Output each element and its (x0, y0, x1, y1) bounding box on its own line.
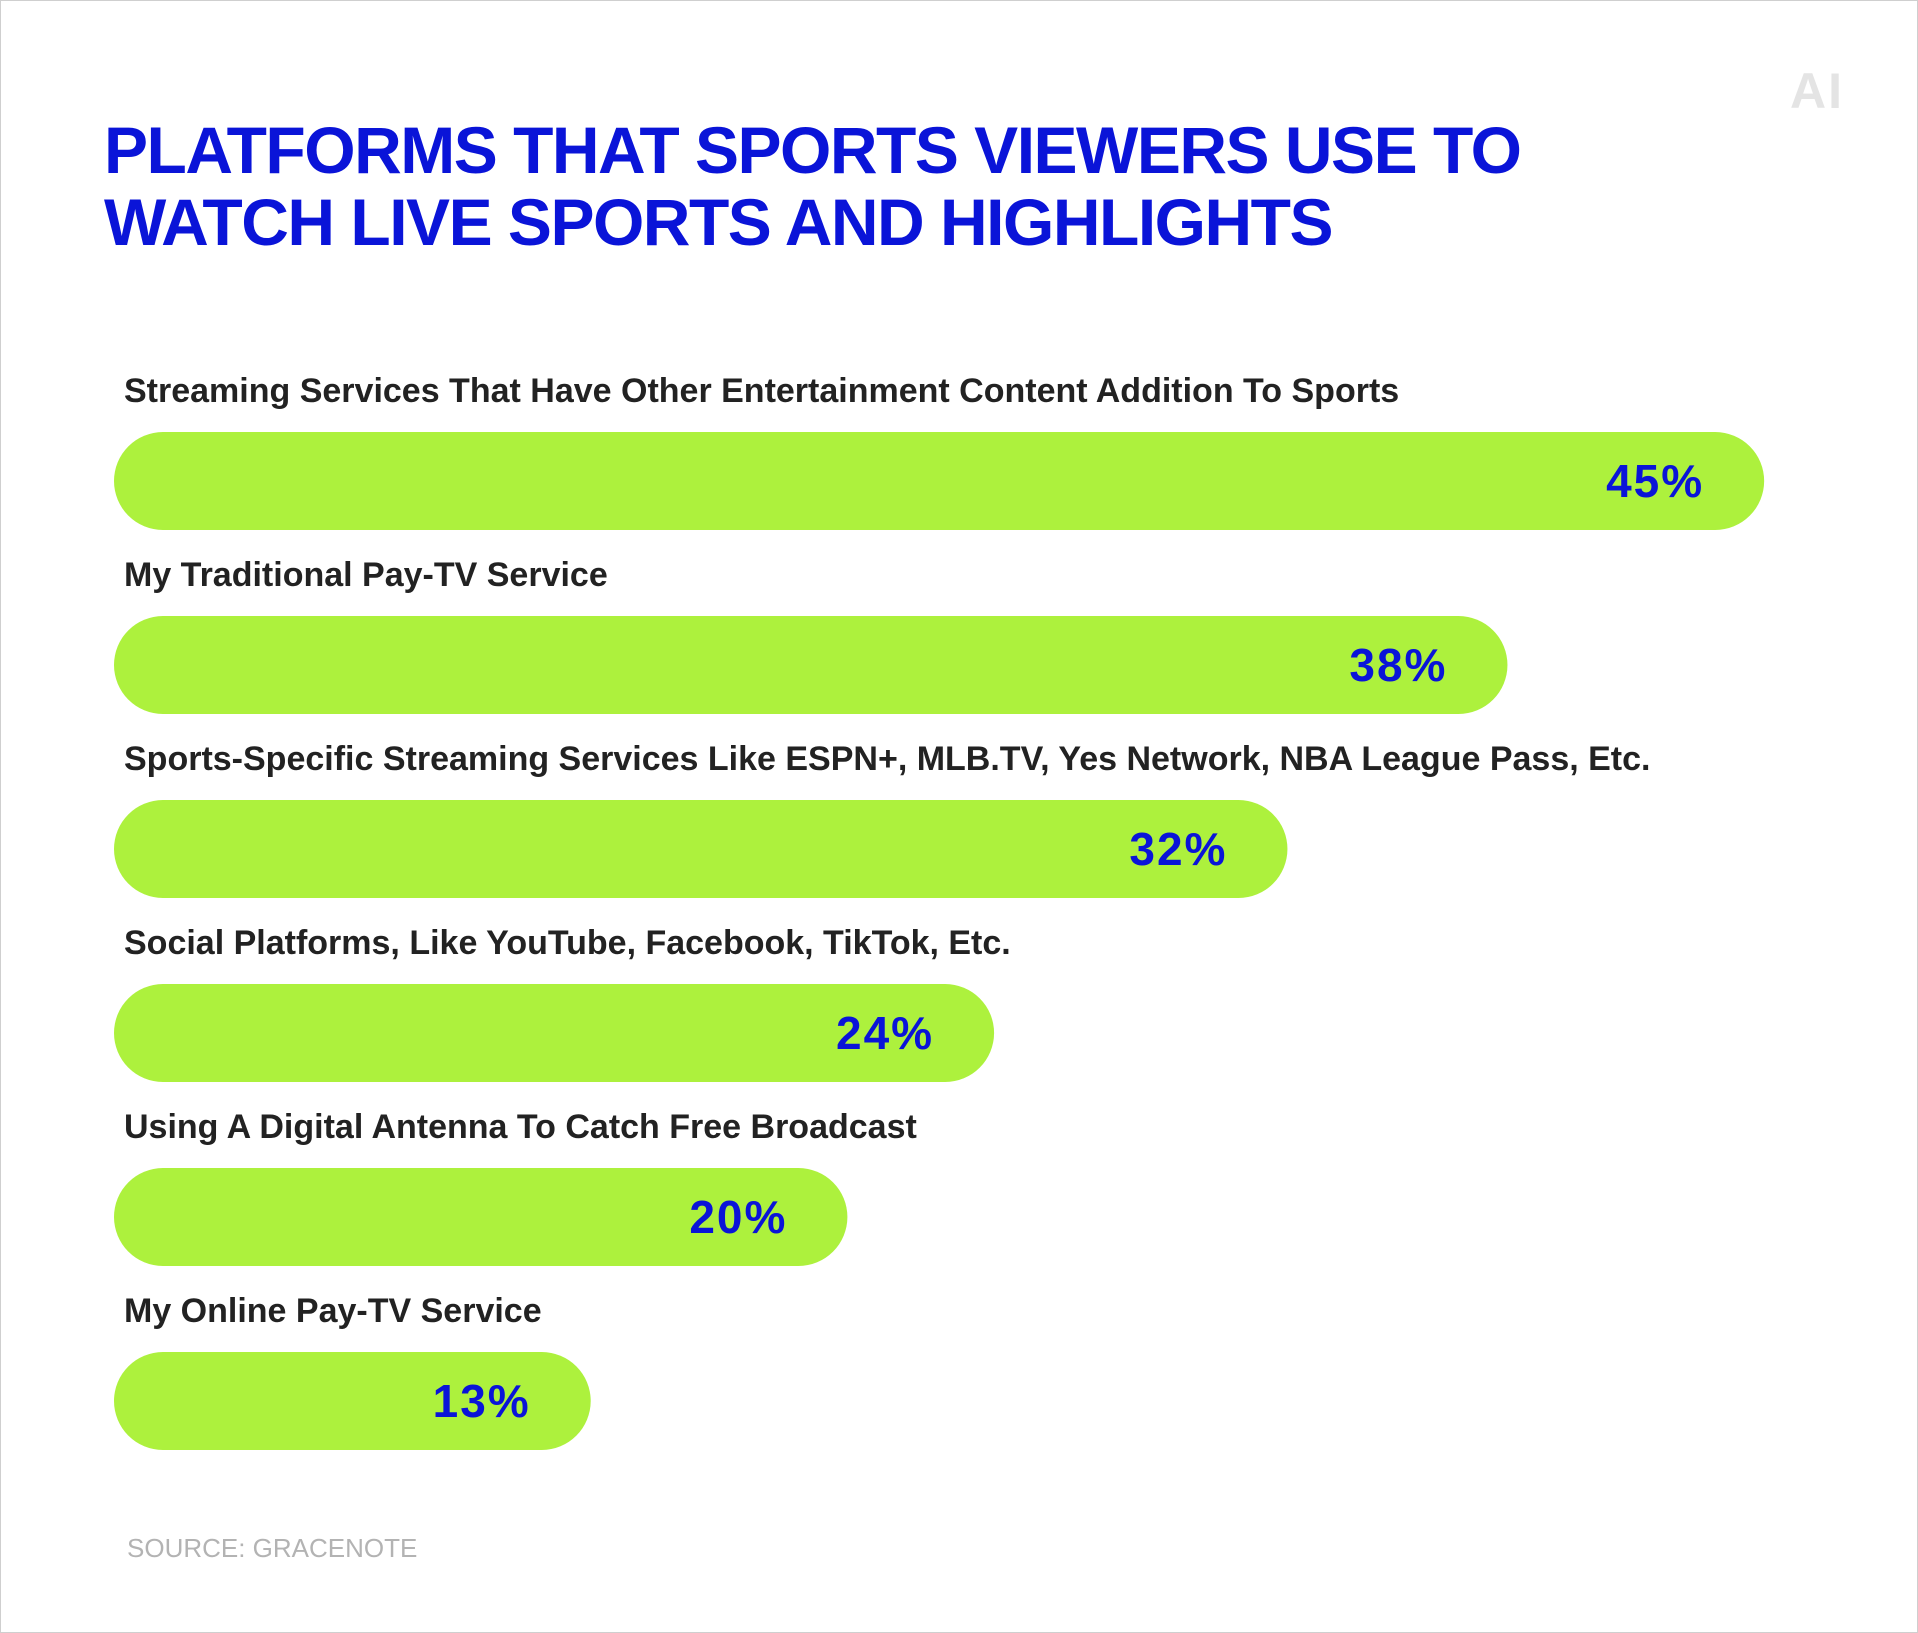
category-label: Streaming Services That Have Other Enter… (124, 372, 1399, 410)
bar (114, 984, 995, 1082)
category-label: Using A Digital Antenna To Catch Free Br… (124, 1108, 917, 1146)
chart-title-line-1: PLATFORMS THAT SPORTS VIEWERS USE TO (104, 113, 1522, 187)
bar (114, 432, 1765, 530)
data-label: 13% (433, 1375, 531, 1427)
category-label: My Traditional Pay-TV Service (124, 556, 608, 594)
data-label: 38% (1349, 639, 1447, 691)
bar (114, 1352, 591, 1450)
bar (114, 616, 1508, 714)
chart-title: PLATFORMS THAT SPORTS VIEWERS USE TO WAT… (104, 114, 1704, 258)
chart-title-line-2: WATCH LIVE SPORTS AND HIGHLIGHTS (104, 185, 1334, 259)
category-label: Sports-Specific Streaming Services Like … (124, 740, 1650, 778)
data-label: 20% (689, 1191, 787, 1243)
bar (114, 1168, 848, 1266)
source-note: SOURCE: GRACENOTE (127, 1533, 418, 1563)
category-label: My Online Pay-TV Service (124, 1292, 542, 1330)
data-label: 32% (1129, 823, 1227, 875)
brand-logo: AI (1790, 63, 1844, 119)
category-label: Social Platforms, Like YouTube, Facebook… (124, 924, 1011, 962)
data-label: 24% (836, 1007, 934, 1059)
bar (114, 800, 1288, 898)
data-label: 45% (1606, 455, 1704, 507)
